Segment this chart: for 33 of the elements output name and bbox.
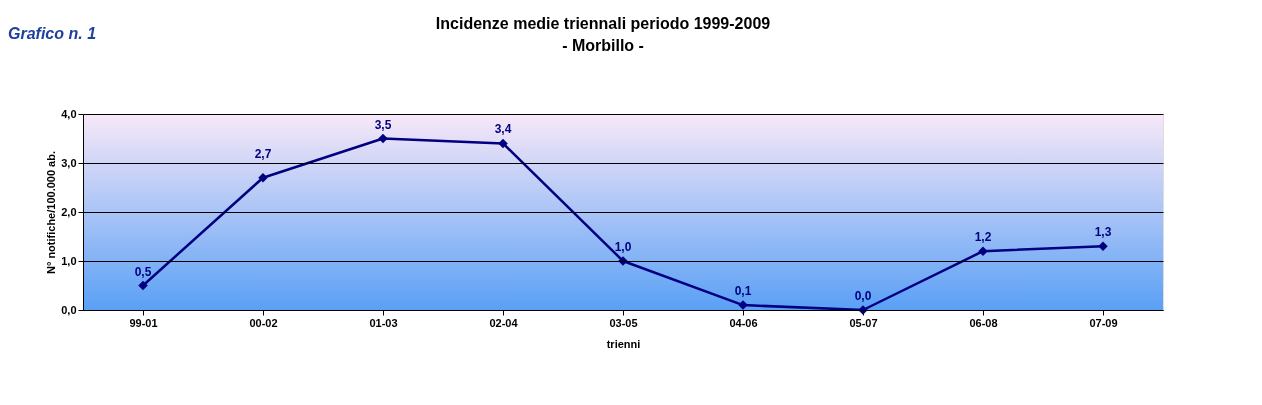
chart-title: Incidenze medie triennali periodo 1999-2009 — [435, 15, 771, 32]
point — [258, 172, 268, 183]
data-label: 0,1 — [734, 284, 752, 299]
x-tick-label: 00-02 — [249, 316, 278, 329]
x-tick-label: 03-05 — [609, 316, 638, 329]
data-label: 0,0 — [854, 289, 872, 303]
chart-subtitle: - Morbillo - — [562, 37, 644, 54]
data-label: 3,5 — [374, 117, 392, 132]
y-tick-label: 1,0 — [61, 254, 77, 267]
point — [378, 133, 388, 144]
x-tick-label: 01-03 — [369, 316, 398, 329]
x-tick-label: 99-01 — [129, 316, 158, 329]
x-axis-title: trienni — [606, 337, 641, 350]
data-label: 0,5 — [134, 264, 152, 279]
point — [1098, 241, 1108, 252]
x-tick-label: 02-04 — [489, 316, 519, 329]
y-tick-label: 3,0 — [61, 156, 77, 169]
y-tick-label: 2,0 — [61, 205, 77, 218]
x-tick-label: 04-06 — [729, 316, 758, 329]
x-tick-label: 07-09 — [1089, 316, 1118, 329]
x-tick-label: 06-08 — [969, 316, 998, 329]
y-tick-label: 4,0 — [61, 107, 77, 120]
x-tick-label: 05-07 — [849, 316, 878, 329]
y-axis-title: N° notifiche/100.000 ab. — [45, 151, 58, 274]
data-label: 1,0 — [614, 240, 632, 254]
data-label: 1,2 — [974, 230, 992, 245]
data-label: 3,4 — [494, 122, 512, 137]
text: Grafico n. 1 — [8, 25, 97, 42]
y-tick-label: 0,0 — [61, 303, 77, 316]
data-label: 2,7 — [254, 146, 272, 161]
data-label: 1,3 — [1094, 225, 1112, 240]
point — [138, 280, 148, 291]
point — [498, 138, 508, 149]
